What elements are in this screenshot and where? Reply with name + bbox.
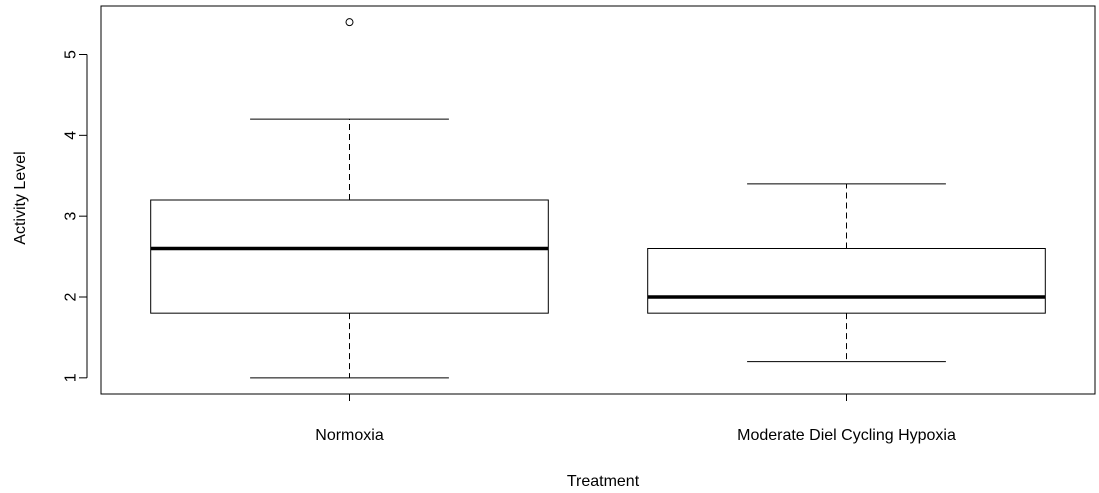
y-axis: 1 2 3 4 5 xyxy=(63,50,88,382)
box-group xyxy=(647,183,1046,363)
plot-frame xyxy=(100,5,1096,395)
iqr-box xyxy=(150,199,549,314)
boxes-layer xyxy=(150,18,1046,379)
x-axis-label: Treatment xyxy=(567,473,640,490)
box-group xyxy=(150,18,549,379)
y-tick-label: 5 xyxy=(63,50,80,59)
y-axis-label: Activity Level xyxy=(12,151,29,244)
outlier-point xyxy=(345,18,354,27)
y-tick-label: 1 xyxy=(63,373,80,382)
x-tick-label: Moderate Diel Cycling Hypoxia xyxy=(737,427,956,444)
x-axis: Normoxia Moderate Diel Cycling Hypoxia xyxy=(315,394,956,444)
y-tick-label: 2 xyxy=(63,292,80,301)
y-tick-label: 4 xyxy=(63,131,80,140)
y-tick-label: 3 xyxy=(63,212,80,221)
x-tick-label: Normoxia xyxy=(315,427,384,444)
iqr-box xyxy=(647,248,1046,314)
